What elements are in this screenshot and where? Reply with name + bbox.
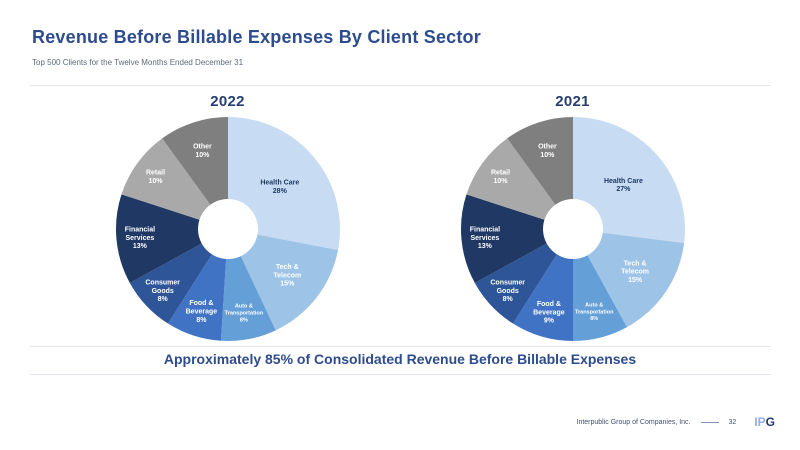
divider-line-above-callout xyxy=(30,346,771,347)
donut-svg-2022: Health Care 28% Tech & Telecom 15% Auto & Tran… xyxy=(115,117,340,342)
footer-dash-line xyxy=(700,421,719,423)
page-title: Revenue Before Billable Expenses By Clie… xyxy=(32,27,481,47)
donut-svg-2021: Health Care 27% Tech & Telecom 15% Auto & Tran… xyxy=(460,117,685,341)
slice-label-other: Other 10% xyxy=(193,144,212,159)
ipg-logo-dark-letter: G xyxy=(765,415,775,429)
pie-slice-retail xyxy=(120,138,228,229)
footer-company: Interpublic Group of Companies, Inc. xyxy=(576,418,691,426)
callout-text: Approximately 85% of Consolidated Revenu… xyxy=(163,351,637,367)
donut-hole xyxy=(197,199,258,259)
pie-slice-other xyxy=(506,117,573,229)
page-subtitle: Top 500 Clients for the Twelve Months En… xyxy=(32,58,244,67)
pie-slice-health-care xyxy=(572,117,685,244)
ipg-logo-light-letters: IP xyxy=(754,415,766,429)
pie-slice-financial-services xyxy=(115,194,228,283)
footer: Interpublic Group of Companies, Inc. 32 … xyxy=(577,416,776,428)
pie-slice-consumer-goods xyxy=(129,229,228,324)
chart-year-label-2022: 2022 xyxy=(210,93,245,110)
chart-year-label-2021: 2021 xyxy=(555,93,590,110)
divider-line-top xyxy=(30,85,771,86)
slice-label-tech-telecom: Tech & Telecom 15% xyxy=(621,260,649,284)
slice-label-food-beverage: Food & Beverage 9% xyxy=(533,301,565,325)
slice-label-food-beverage: Food & Beverage 8% xyxy=(185,300,217,324)
slice-label-consumer-goods: Consumer Goods 8% xyxy=(145,280,180,304)
pie-slice-financial-services xyxy=(460,194,573,283)
slice-label-auto-transportation: Auto & Transportation 8% xyxy=(574,303,613,323)
slice-label-financial-services: Financial Services 13% xyxy=(124,227,154,251)
charts-row: 2022 Health Care 28% Tech & Telecom 15% Auto &… xyxy=(0,94,800,349)
slice-label-financial-services: Financial Services 13% xyxy=(469,227,499,251)
pie-slice-other xyxy=(161,117,228,229)
slice-label-retail: Retail 10% xyxy=(145,170,164,185)
slice-label-consumer-goods: Consumer Goods 8% xyxy=(490,280,525,304)
slice-label-health-care: Health Care 27% xyxy=(603,178,642,193)
footer-page-number: 32 xyxy=(728,418,737,426)
pie-slice-retail xyxy=(465,138,573,229)
pie-slice-food-beverage xyxy=(512,229,573,341)
pie-slice-tech-telecom xyxy=(572,229,684,328)
pie-slice-tech-telecom xyxy=(227,229,338,331)
slice-label-retail: Retail 10% xyxy=(490,170,509,185)
donut-hole xyxy=(542,199,603,259)
ipg-logo: IPG xyxy=(754,416,775,428)
slice-label-other: Other 10% xyxy=(538,144,557,159)
donut-chart-2021: 2021 Health Care 27% Tech & Telecom 15% Auto &… xyxy=(453,94,693,349)
pie-slice-consumer-goods xyxy=(474,229,573,324)
pie-slice-auto-transportation xyxy=(572,229,627,341)
slice-label-health-care: Health Care 28% xyxy=(260,180,299,195)
slice-label-tech-telecom: Tech & Telecom 15% xyxy=(273,264,301,288)
slice-label-auto-transportation: Auto & Transportation 8% xyxy=(224,304,263,324)
divider-line-below-callout xyxy=(30,374,771,375)
donut-chart-2022: 2022 Health Care 28% Tech & Telecom 15% Auto &… xyxy=(108,94,348,349)
pie-slice-health-care xyxy=(227,117,340,250)
pie-slice-food-beverage xyxy=(167,229,228,341)
